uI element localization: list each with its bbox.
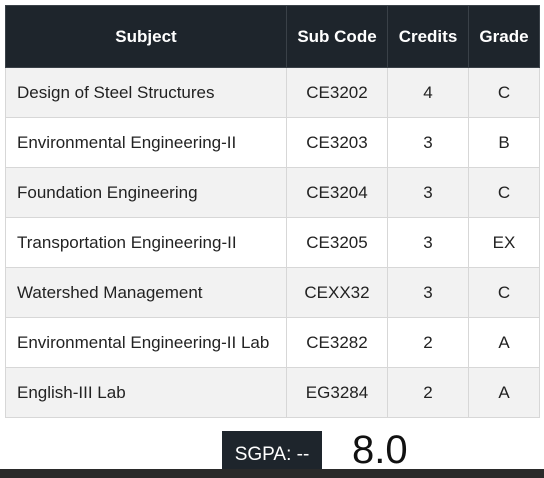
code-cell: CE3205 <box>286 217 388 268</box>
code-cell: CEXX32 <box>286 267 388 318</box>
credits-cell: 3 <box>387 267 469 318</box>
table-row: Watershed Management CEXX32 3 C <box>5 267 540 318</box>
header-grade: Grade <box>468 5 540 68</box>
subject-cell: Foundation Engineering <box>5 167 287 218</box>
header-subject: Subject <box>5 5 287 68</box>
sgpa-value: 8.0 <box>352 428 408 472</box>
grade-cell: C <box>468 267 540 318</box>
subject-cell: Environmental Engineering-II <box>5 117 287 168</box>
subject-cell: Environmental Engineering-II Lab <box>5 317 287 368</box>
table-row: English-III Lab EG3284 2 A <box>5 367 540 418</box>
table-row: Environmental Engineering-II CE3203 3 B <box>5 117 540 168</box>
code-cell: CE3202 <box>286 67 388 118</box>
grade-cell: B <box>468 117 540 168</box>
bottom-bar <box>0 469 544 478</box>
grade-cell: A <box>468 317 540 368</box>
subject-cell: Design of Steel Structures <box>5 67 287 118</box>
header-sub-code: Sub Code <box>286 5 388 68</box>
subject-cell: Transportation Engineering-II <box>5 217 287 268</box>
credits-cell: 2 <box>387 317 469 368</box>
table-row: Transportation Engineering-II CE3205 3 E… <box>5 217 540 268</box>
table-row: Design of Steel Structures CE3202 4 C <box>5 67 540 118</box>
table-header-row: Subject Sub Code Credits Grade <box>5 5 540 68</box>
credits-cell: 3 <box>387 167 469 218</box>
credits-cell: 3 <box>387 217 469 268</box>
table-row: Foundation Engineering CE3204 3 C <box>5 167 540 218</box>
header-credits: Credits <box>387 5 469 68</box>
grade-cell: C <box>468 67 540 118</box>
subject-cell: Watershed Management <box>5 267 287 318</box>
grade-cell: A <box>468 367 540 418</box>
grade-cell: C <box>468 167 540 218</box>
credits-cell: 3 <box>387 117 469 168</box>
code-cell: EG3284 <box>286 367 388 418</box>
credits-cell: 2 <box>387 367 469 418</box>
grade-cell: EX <box>468 217 540 268</box>
code-cell: CE3204 <box>286 167 388 218</box>
subject-cell: English-III Lab <box>5 367 287 418</box>
grades-table: Subject Sub Code Credits Grade Design of… <box>5 5 540 418</box>
code-cell: CE3282 <box>286 317 388 368</box>
code-cell: CE3203 <box>286 117 388 168</box>
credits-cell: 4 <box>387 67 469 118</box>
table-row: Environmental Engineering-II Lab CE3282 … <box>5 317 540 368</box>
